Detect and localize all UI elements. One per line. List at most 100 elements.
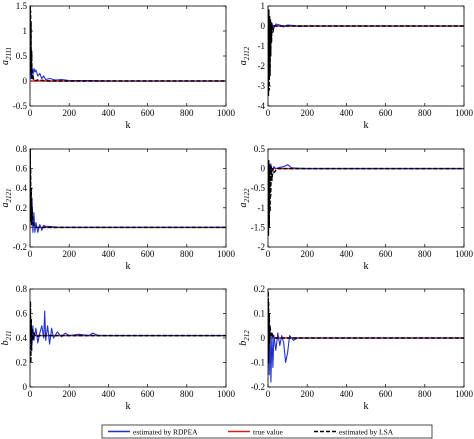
- plot-area: [30, 300, 226, 364]
- chart-panel-6: 0 200 400 600 800 1000 -0.2 -0.1 0 0.1 0.2 k b212: [238, 284, 474, 412]
- y-tick-label: 0.5: [254, 144, 266, 154]
- x-tick-label: 400: [340, 249, 354, 259]
- y-tick-label: 0.2: [16, 358, 27, 368]
- x-axis-label: k: [126, 401, 131, 412]
- x-tick-label: 600: [379, 108, 393, 118]
- y-tick-label: 0.6: [16, 164, 28, 174]
- y-label-subscript: 212: [243, 330, 251, 341]
- y-tick-label: -0.1: [251, 358, 265, 368]
- y-label-base: b: [0, 340, 11, 345]
- y-tick-label: 0.4: [16, 183, 28, 193]
- y-label-subscript: 2112: [243, 46, 251, 60]
- x-tick-label: 0: [266, 389, 271, 399]
- y-tick-label: 0: [261, 333, 266, 343]
- legend: estimated by RDPEA true value estimated by…: [101, 424, 433, 439]
- y-tick-label: 0.5: [16, 51, 28, 61]
- y-tick-label: 0.8: [16, 284, 28, 294]
- y-axis-label: a2122: [238, 188, 251, 208]
- y-tick-label: -1: [258, 41, 266, 51]
- x-tick-label: 0: [266, 249, 271, 259]
- x-tick-label: 200: [300, 389, 314, 399]
- x-tick-label: 400: [102, 249, 116, 259]
- y-tick-label: 0: [23, 76, 28, 86]
- y-axis-label: a2111: [0, 47, 13, 65]
- plot-area: [268, 9, 464, 97]
- x-tick-label: 800: [180, 389, 194, 399]
- plot-frame: [267, 5, 465, 107]
- x-axis-label: k: [364, 401, 369, 412]
- legend-label-rdpea: estimated by RDPEA: [133, 428, 198, 437]
- series-lsa-line: [30, 6, 226, 82]
- x-tick-label: 600: [141, 108, 155, 118]
- y-label-subscript: 2122: [243, 188, 251, 203]
- x-tick-label: 200: [62, 389, 76, 399]
- series-lsa-line: [30, 300, 226, 364]
- series-lsa-line: [268, 290, 464, 364]
- y-tick-label: -0.2: [251, 382, 265, 392]
- x-tick-label: 600: [141, 249, 155, 259]
- x-tick-label: 800: [180, 249, 194, 259]
- x-tick-label: 800: [180, 108, 194, 118]
- legend-label-true: true value: [253, 428, 283, 437]
- legend-label-lsa: estimated by LSA: [339, 428, 394, 437]
- x-tick-label: 1000: [217, 389, 236, 399]
- x-tick-label: 1000: [217, 249, 236, 259]
- x-axis-label: k: [126, 120, 131, 131]
- x-tick-label: 0: [28, 108, 33, 118]
- x-tick-label: 600: [379, 389, 393, 399]
- y-tick-label: -3: [258, 81, 266, 91]
- x-tick-label: 0: [266, 108, 271, 118]
- y-axis-label: a2112: [238, 46, 251, 65]
- y-tick-label: 0: [23, 222, 28, 232]
- y-tick-label: 1.5: [16, 1, 28, 11]
- y-tick-label: 0.1: [254, 309, 265, 319]
- y-tick-label: 0: [261, 164, 266, 174]
- series-lsa-line: [268, 160, 464, 236]
- y-tick-label: 1: [261, 1, 266, 11]
- y-axis-label: b212: [238, 330, 251, 346]
- plot-frame: [29, 5, 227, 107]
- y-label-base: a: [0, 60, 11, 65]
- y-tick-label: 0: [261, 21, 266, 31]
- plot-area: [268, 290, 464, 383]
- y-tick-label: -0.5: [251, 183, 266, 193]
- x-tick-label: 200: [62, 249, 76, 259]
- x-tick-label: 800: [418, 108, 432, 118]
- chart-panel-2: 0 200 400 600 800 1000 -4 -3 -2 -1 0 1 k a2112: [238, 1, 474, 131]
- x-axis-label: k: [126, 261, 131, 272]
- series-lsa-line: [268, 9, 464, 97]
- y-label-base: b: [238, 341, 249, 346]
- plot-area: [30, 6, 226, 82]
- x-tick-label: 400: [102, 108, 116, 118]
- x-tick-label: 0: [28, 389, 33, 399]
- x-tick-label: 400: [102, 389, 116, 399]
- legend-box: [101, 424, 433, 439]
- x-tick-label: 800: [418, 389, 432, 399]
- plot-frame: [29, 288, 227, 388]
- y-label-base: a: [0, 203, 11, 208]
- y-axis-label: b211: [0, 331, 13, 346]
- x-tick-label: 400: [340, 108, 354, 118]
- x-tick-label: 400: [340, 389, 354, 399]
- y-tick-label: 0.4: [16, 333, 28, 343]
- plot-area: [30, 149, 226, 233]
- y-label-subscript: 211: [5, 331, 13, 341]
- y-tick-label: 1: [23, 26, 28, 36]
- series-lsa-line: [30, 149, 226, 229]
- y-tick-label: -0.5: [13, 101, 28, 111]
- y-tick-label: -2: [258, 61, 266, 71]
- y-label-base: a: [238, 60, 249, 65]
- y-tick-label: 0: [23, 382, 28, 392]
- x-tick-label: 1000: [455, 108, 474, 118]
- x-tick-label: 600: [141, 389, 155, 399]
- y-tick-label: -0.2: [13, 242, 27, 252]
- y-tick-label: -1.5: [251, 222, 266, 232]
- plot-area: [268, 160, 464, 236]
- y-tick-label: 0.2: [254, 284, 265, 294]
- x-tick-label: 0: [28, 249, 33, 259]
- y-tick-label: 0.6: [16, 309, 28, 319]
- series-rdpea-line: [268, 317, 464, 383]
